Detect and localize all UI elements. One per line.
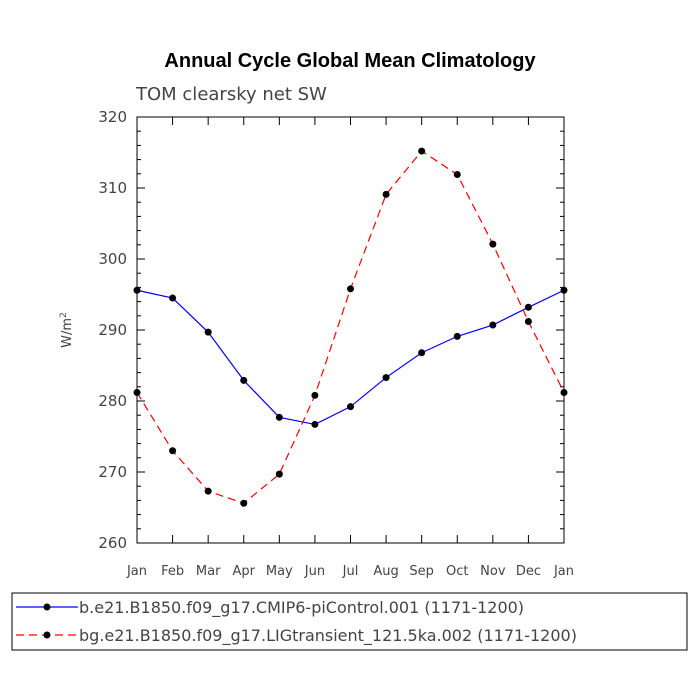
y-tick-label: 260 [98, 534, 127, 552]
y-axis-label: W/m2 [59, 312, 75, 348]
y-tick-label: 310 [98, 179, 127, 197]
legend-box [11, 592, 688, 651]
x-tick-label: Feb [161, 564, 184, 579]
x-tick-label: Jan [553, 564, 574, 579]
series-1-point [169, 294, 177, 302]
x-tick-label: Jul [342, 564, 359, 579]
y-tick-label: 300 [98, 250, 127, 268]
x-tick-label: Mar [196, 564, 221, 579]
y-tick-label: 270 [98, 463, 127, 481]
series-1-point [524, 303, 532, 311]
series-2-point [418, 147, 426, 155]
series-1-point [275, 413, 283, 421]
legend-label-2: bg.e21.B1850.f09_g17.LIGtransient_121.5k… [79, 626, 577, 646]
y-tick-label: 290 [98, 321, 127, 339]
series-1-point [560, 286, 568, 294]
series-1-point [311, 420, 319, 428]
series-2-point [204, 487, 212, 495]
series-2-point [382, 190, 390, 198]
y-tick-label: 320 [98, 108, 127, 126]
legend-marker-1 [43, 603, 51, 611]
series-line-2 [136, 150, 565, 504]
series-2-point [169, 447, 177, 455]
series-1-point [489, 321, 497, 329]
series-2-point [133, 388, 141, 396]
legend-label-1: b.e21.B1850.f09_g17.CMIP6-piControl.001 … [79, 598, 524, 618]
series-1-point [133, 286, 141, 294]
x-tick-label: Apr [233, 564, 256, 579]
x-tick-label: Jan [126, 564, 147, 579]
chart-subtitle: TOM clearsky net SW [135, 84, 327, 105]
series-2-point [347, 285, 354, 293]
legend-marker-2 [43, 631, 51, 639]
x-tick-label: May [266, 564, 293, 579]
x-tick-label: Sep [409, 564, 434, 579]
x-tick-label: Nov [480, 564, 506, 579]
series-2-point [275, 470, 283, 478]
series-1-point [204, 328, 212, 336]
series-1-point [382, 374, 390, 382]
series-2-point [453, 171, 461, 179]
series-1-point [347, 403, 354, 411]
y-tick-label: 280 [98, 392, 127, 410]
series-1-point [453, 332, 461, 340]
series-2-point [311, 391, 319, 399]
series-2-point [524, 317, 532, 325]
plot-frame [136, 116, 565, 544]
series-1-point [418, 349, 426, 357]
chart-title: Annual Cycle Global Mean Climatology [164, 50, 536, 72]
series-2-point [489, 240, 497, 248]
x-tick-label: Dec [516, 564, 541, 579]
series-2-point [560, 388, 568, 396]
series-1-point [240, 376, 248, 384]
x-tick-label: Jun [304, 564, 325, 579]
x-tick-label: Aug [373, 564, 398, 579]
x-tick-label: Oct [446, 564, 468, 579]
series-2-point [240, 499, 248, 507]
